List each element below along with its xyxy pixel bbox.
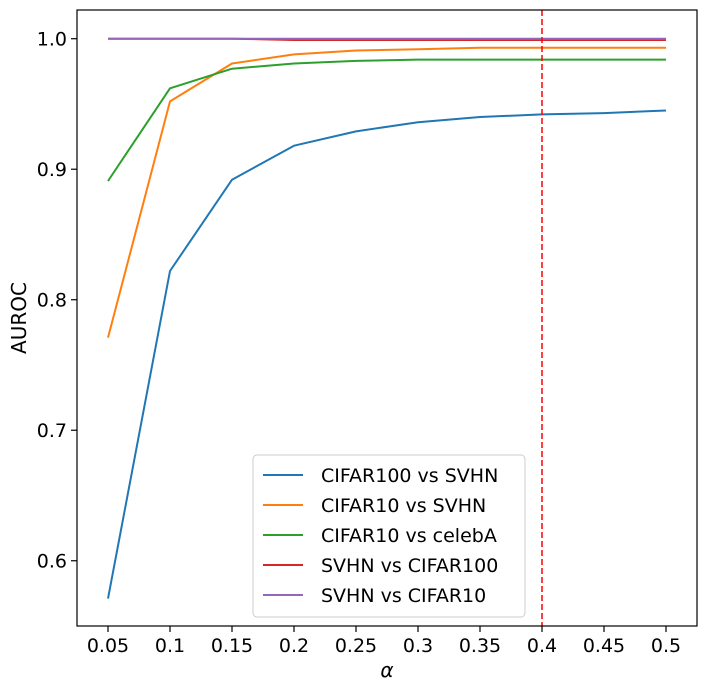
y-tick-label: 1.0: [37, 29, 67, 51]
series-line-cifar10-vs-svhn: [107, 46, 666, 338]
series-line-cifar100-vs-svhn: [107, 109, 667, 599]
y-tick-label: 0.6: [37, 551, 67, 573]
x-tick-label: 0.25: [335, 635, 377, 657]
y-tick-label: 0.8: [37, 290, 67, 312]
x-tick-label: 0.45: [583, 635, 625, 657]
series-line-cifar10-vs-celeba: [107, 58, 666, 182]
legend-label: CIFAR10 vs celebA: [321, 525, 497, 547]
axes: 0.05 0.1 0.15 0.2 0.25 0.3 0.35 0.4 0.45 0.5 0.6 0.…: [37, 9, 698, 657]
x-axis-title: α: [380, 658, 393, 682]
legend-label: SVHN vs CIFAR100: [321, 555, 498, 577]
x-tick-label: 0.35: [459, 635, 501, 657]
y-axis-title: AUROC: [7, 282, 31, 354]
x-tick-label: 0.2: [279, 635, 309, 657]
x-tick-label: 0.1: [155, 635, 185, 657]
legend-label: SVHN vs CIFAR10: [321, 585, 486, 607]
x-tick-label: 0.3: [403, 635, 433, 657]
legend-label: CIFAR10 vs SVHN: [321, 495, 486, 517]
x-tick-label: 0.4: [527, 635, 557, 657]
y-tick-label: 0.7: [37, 420, 67, 442]
x-tick-label: 0.5: [651, 635, 681, 657]
plot-area: [107, 10, 667, 626]
legend: CIFAR100 vs SVHN CIFAR10 vs SVHN CIFAR10 v…: [252, 454, 526, 618]
plot-frame: [76, 9, 698, 627]
y-tick-label: 0.9: [37, 159, 67, 181]
legend-box: [252, 454, 526, 618]
x-tick-label: 0.15: [211, 635, 253, 657]
legend-label: CIFAR100 vs SVHN: [321, 465, 498, 487]
x-tick-label: 0.05: [87, 635, 129, 657]
